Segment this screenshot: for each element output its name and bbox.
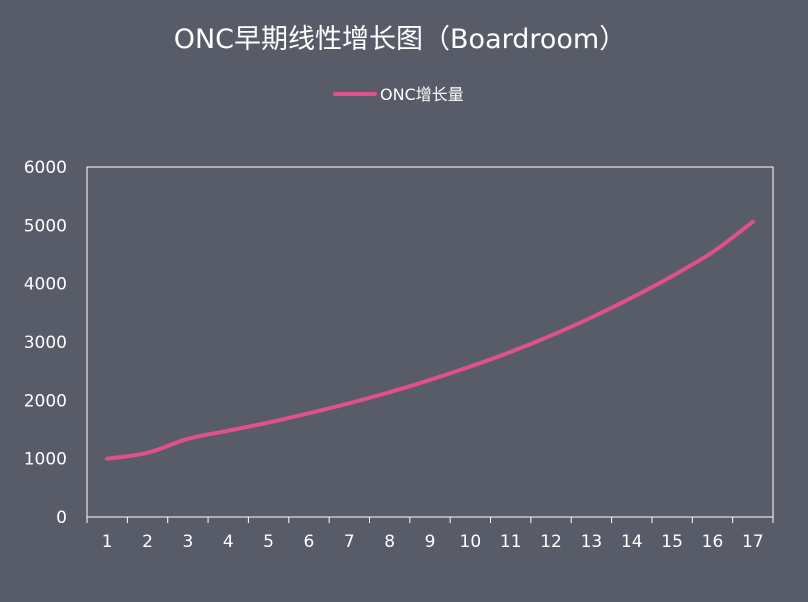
data-point [589,316,593,320]
x-tick-label: 10 [460,532,482,552]
plot-area-frame [86,166,774,518]
data-point [549,334,553,338]
data-point [226,429,230,433]
data-point [630,296,634,300]
series-layer [105,219,755,461]
series-line-onc [105,219,755,461]
legend-label: ONC增长量 [380,85,464,104]
chart-title: ONC早期线性增长图（Boardroom） [174,24,627,55]
data-point [105,457,109,461]
data-point [468,365,472,369]
data-point [267,421,271,425]
data-point [670,274,674,278]
data-point [751,220,755,224]
x-tick-label: 3 [182,532,193,552]
x-tick-label: 17 [742,532,764,552]
y-tick-label: 2000 [24,391,67,411]
x-tick-label: 2 [142,532,153,552]
x-tick-label: 14 [621,532,643,552]
x-tick-label: 4 [223,532,234,552]
x-axis: 1 2 3 4 5 6 7 8 9 10 11 12 13 14 15 16 17 [86,517,774,552]
x-tick-label: 11 [500,532,522,552]
x-tick-label: 15 [661,532,683,552]
data-point [186,437,190,441]
legend: ONC增长量 [333,85,464,104]
y-tick-label: 4000 [24,275,67,295]
x-tick-label: 16 [702,532,724,552]
data-point [307,411,311,415]
y-axis: 0 1000 2000 3000 4000 5000 6000 [24,158,67,528]
y-tick-label: 0 [56,508,67,528]
data-point [710,250,714,254]
x-tick-label: 8 [384,532,395,552]
data-point [428,378,432,382]
x-tick-label: 9 [425,532,436,552]
data-point [388,390,392,394]
x-tick-label: 7 [344,532,355,552]
data-point [509,350,513,354]
x-tick-label: 13 [581,532,603,552]
data-point [347,401,351,405]
x-tick-label: 5 [263,532,274,552]
y-tick-label: 3000 [24,333,67,353]
y-tick-label: 6000 [24,158,67,178]
y-tick-label: 1000 [24,450,67,470]
data-point [146,451,150,455]
x-tick-label: 12 [540,532,562,552]
x-tick-label: 1 [102,532,113,552]
x-tick-label: 6 [304,532,315,552]
y-tick-label: 5000 [24,216,67,236]
